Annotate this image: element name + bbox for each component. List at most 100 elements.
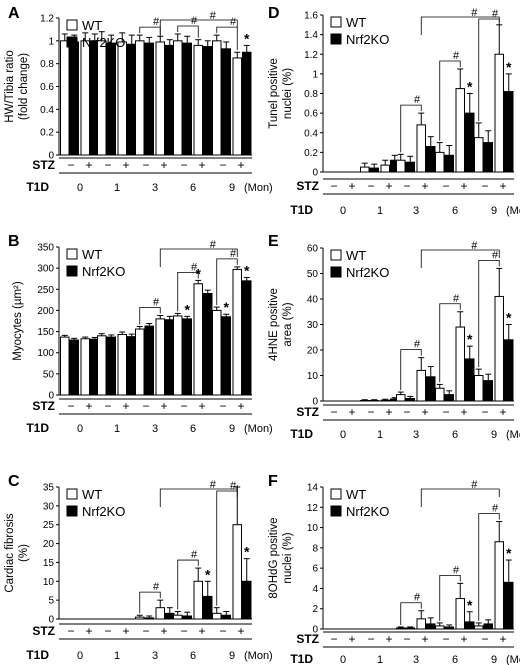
bar xyxy=(135,40,145,156)
t1d-label: T1D xyxy=(26,421,49,435)
y-tick-label: 0 xyxy=(312,625,318,636)
bar xyxy=(165,612,175,620)
significance-bracket xyxy=(139,591,161,614)
significance-hash: # xyxy=(153,16,160,28)
stz-minus: − xyxy=(442,632,449,646)
bar xyxy=(182,42,192,156)
y-tick-label: 2 xyxy=(312,604,318,615)
y-tick-label: 8 xyxy=(312,543,318,554)
significance-bracket xyxy=(439,574,461,621)
legend-swatch-ko xyxy=(330,266,342,278)
bar xyxy=(360,399,370,402)
bar xyxy=(444,154,454,173)
significance-hash: # xyxy=(492,249,499,261)
bar xyxy=(426,376,436,402)
stz-plus: + xyxy=(348,179,355,193)
month-tick-label: 9 xyxy=(491,654,497,665)
bar xyxy=(483,142,493,173)
month-tick-label: 3 xyxy=(152,423,158,435)
stz-label: STZ xyxy=(32,399,55,413)
legend-label-ko: Nrf2KO xyxy=(346,32,389,47)
bar xyxy=(369,167,379,173)
significance-star: * xyxy=(506,545,512,561)
y-tick-label: 250 xyxy=(37,285,54,296)
y-tick-label: 10 xyxy=(43,577,55,588)
stz-minus: − xyxy=(481,405,488,419)
stz-plus: + xyxy=(460,179,467,193)
bar xyxy=(465,621,475,630)
bar xyxy=(435,625,445,630)
significance-star: * xyxy=(467,79,473,95)
significance-hash: # xyxy=(191,261,198,273)
y-tick-label: 200 xyxy=(37,306,54,317)
y-tick-label: 300 xyxy=(37,264,54,275)
significance-hash: # xyxy=(210,10,217,22)
y-tick-label: 0 xyxy=(312,168,318,179)
legend-label-wt: WT xyxy=(82,247,102,262)
stz-minus: − xyxy=(403,405,410,419)
panel-letter: F xyxy=(268,473,278,490)
significance-star: * xyxy=(467,331,473,347)
month-tick-label: 0 xyxy=(340,205,346,217)
y-tick-label: 25 xyxy=(43,520,55,531)
chart-panel-a: A HW/Tibia ratio (fold change) 0 0.2 0.4 0.6 0.… xyxy=(4,5,273,194)
stz-minus: − xyxy=(442,405,449,419)
panel-letter: D xyxy=(268,5,280,22)
significance-hash: # xyxy=(471,7,478,19)
bar xyxy=(232,57,242,156)
bar xyxy=(455,598,465,630)
stz-plus: + xyxy=(385,179,392,193)
significance-bracket xyxy=(216,26,238,51)
legend-swatch-ko xyxy=(330,33,342,45)
significance-star: * xyxy=(224,299,230,315)
significance-hash: # xyxy=(414,94,421,106)
bar xyxy=(380,164,390,173)
month-tick-label: 0 xyxy=(340,654,346,665)
y-tick-label: 350 xyxy=(37,243,54,254)
stz-plus: + xyxy=(460,632,467,646)
month-unit-label: (Mon) xyxy=(244,182,273,194)
bar xyxy=(221,614,231,620)
stz-minus: − xyxy=(367,632,374,646)
stz-minus: − xyxy=(403,632,410,646)
bar xyxy=(416,618,426,630)
bar xyxy=(504,581,514,630)
stz-minus: − xyxy=(403,179,410,193)
significance-hash: # xyxy=(191,549,198,561)
bar xyxy=(193,580,203,620)
stz-label: STZ xyxy=(32,624,55,638)
stz-plus: + xyxy=(499,405,506,419)
month-tick-label: 0 xyxy=(77,650,83,662)
bar xyxy=(483,380,493,402)
significance-bracket xyxy=(139,307,161,325)
month-tick-label: 9 xyxy=(491,205,497,217)
bar xyxy=(369,399,379,402)
bar xyxy=(242,280,252,396)
stz-plus: + xyxy=(198,624,205,638)
month-tick-label: 0 xyxy=(77,182,83,194)
bar xyxy=(360,166,370,173)
significance-bracket xyxy=(400,349,422,391)
y-tick-label: 150 xyxy=(37,327,54,338)
bar xyxy=(173,614,183,620)
bar xyxy=(117,334,127,396)
stz-minus: − xyxy=(330,179,337,193)
y-tick-label: 1.4 xyxy=(304,30,318,41)
stz-minus: − xyxy=(104,158,111,172)
bar xyxy=(494,295,504,402)
y-tick-label: 10 xyxy=(307,523,319,534)
bar xyxy=(203,46,213,156)
significance-hash: # xyxy=(210,239,217,251)
legend-label-wt: WT xyxy=(346,248,366,263)
y-tick-label: 0 xyxy=(48,615,54,626)
legend-label-ko: Nrf2KO xyxy=(82,504,125,519)
stz-label: STZ xyxy=(296,179,319,193)
bar xyxy=(135,328,145,396)
significance-bracket xyxy=(420,488,500,507)
stz-plus: + xyxy=(85,158,92,172)
bar xyxy=(106,336,116,396)
y-tick-label: 0.6 xyxy=(40,82,54,93)
month-tick-label: 0 xyxy=(77,423,83,435)
bar xyxy=(203,595,213,620)
